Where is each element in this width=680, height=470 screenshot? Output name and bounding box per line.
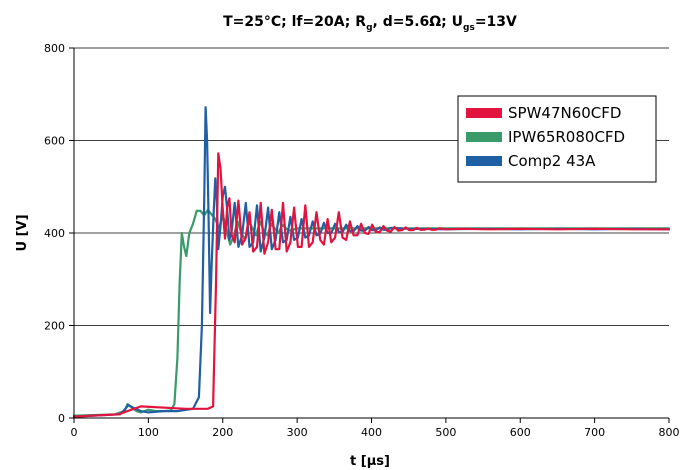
y-tick-labels: 0 200 400 600 800 <box>44 42 65 425</box>
y-tick-label: 800 <box>44 42 65 55</box>
series-lines <box>72 106 671 418</box>
y-tick-label: 400 <box>44 227 65 240</box>
x-tick-label: 800 <box>659 426 680 439</box>
title-mid: , d=5.6Ω; U <box>373 14 464 30</box>
y-tick-label: 0 <box>58 412 65 425</box>
x-axis-label: t [µs] <box>350 454 390 469</box>
title-sub-gs: gs <box>463 23 475 33</box>
x-tick-label: 400 <box>361 426 382 439</box>
legend-swatch <box>466 108 502 118</box>
x-tick-label: 300 <box>287 426 308 439</box>
legend-swatch <box>466 132 502 142</box>
x-tick-label: 200 <box>212 426 233 439</box>
legend-label: SPW47N60CFD <box>508 104 621 122</box>
legend-swatch <box>466 156 502 166</box>
title-sub-g: g <box>366 23 372 33</box>
chart-title: T=25°C; lf=20A; Rg, d=5.6Ω; Ugs=13V <box>223 14 517 33</box>
title-tail: =13V <box>475 14 517 30</box>
legend-label: IPW65R080CFD <box>508 128 625 146</box>
x-tick-label: 700 <box>584 426 605 439</box>
legend-label: Comp2 43A <box>508 152 596 170</box>
x-tick-label: 600 <box>510 426 531 439</box>
x-tick-label: 0 <box>71 426 78 439</box>
y-tick-label: 600 <box>44 135 65 148</box>
series-line-ipw65r080cfd <box>72 208 671 417</box>
title-main: T=25°C; lf=20A; R <box>223 14 366 30</box>
y-axis-label: U [V] <box>15 214 30 251</box>
series-line-spw47n60cfd <box>72 152 671 418</box>
legend: SPW47N60CFD IPW65R080CFD Comp2 43A <box>457 95 657 183</box>
x-tick-label: 100 <box>138 426 159 439</box>
x-tick-labels: 0 100 200 300 400 500 600 700 800 <box>71 418 680 439</box>
x-tick-label: 500 <box>435 426 456 439</box>
y-tick-label: 200 <box>44 320 65 333</box>
